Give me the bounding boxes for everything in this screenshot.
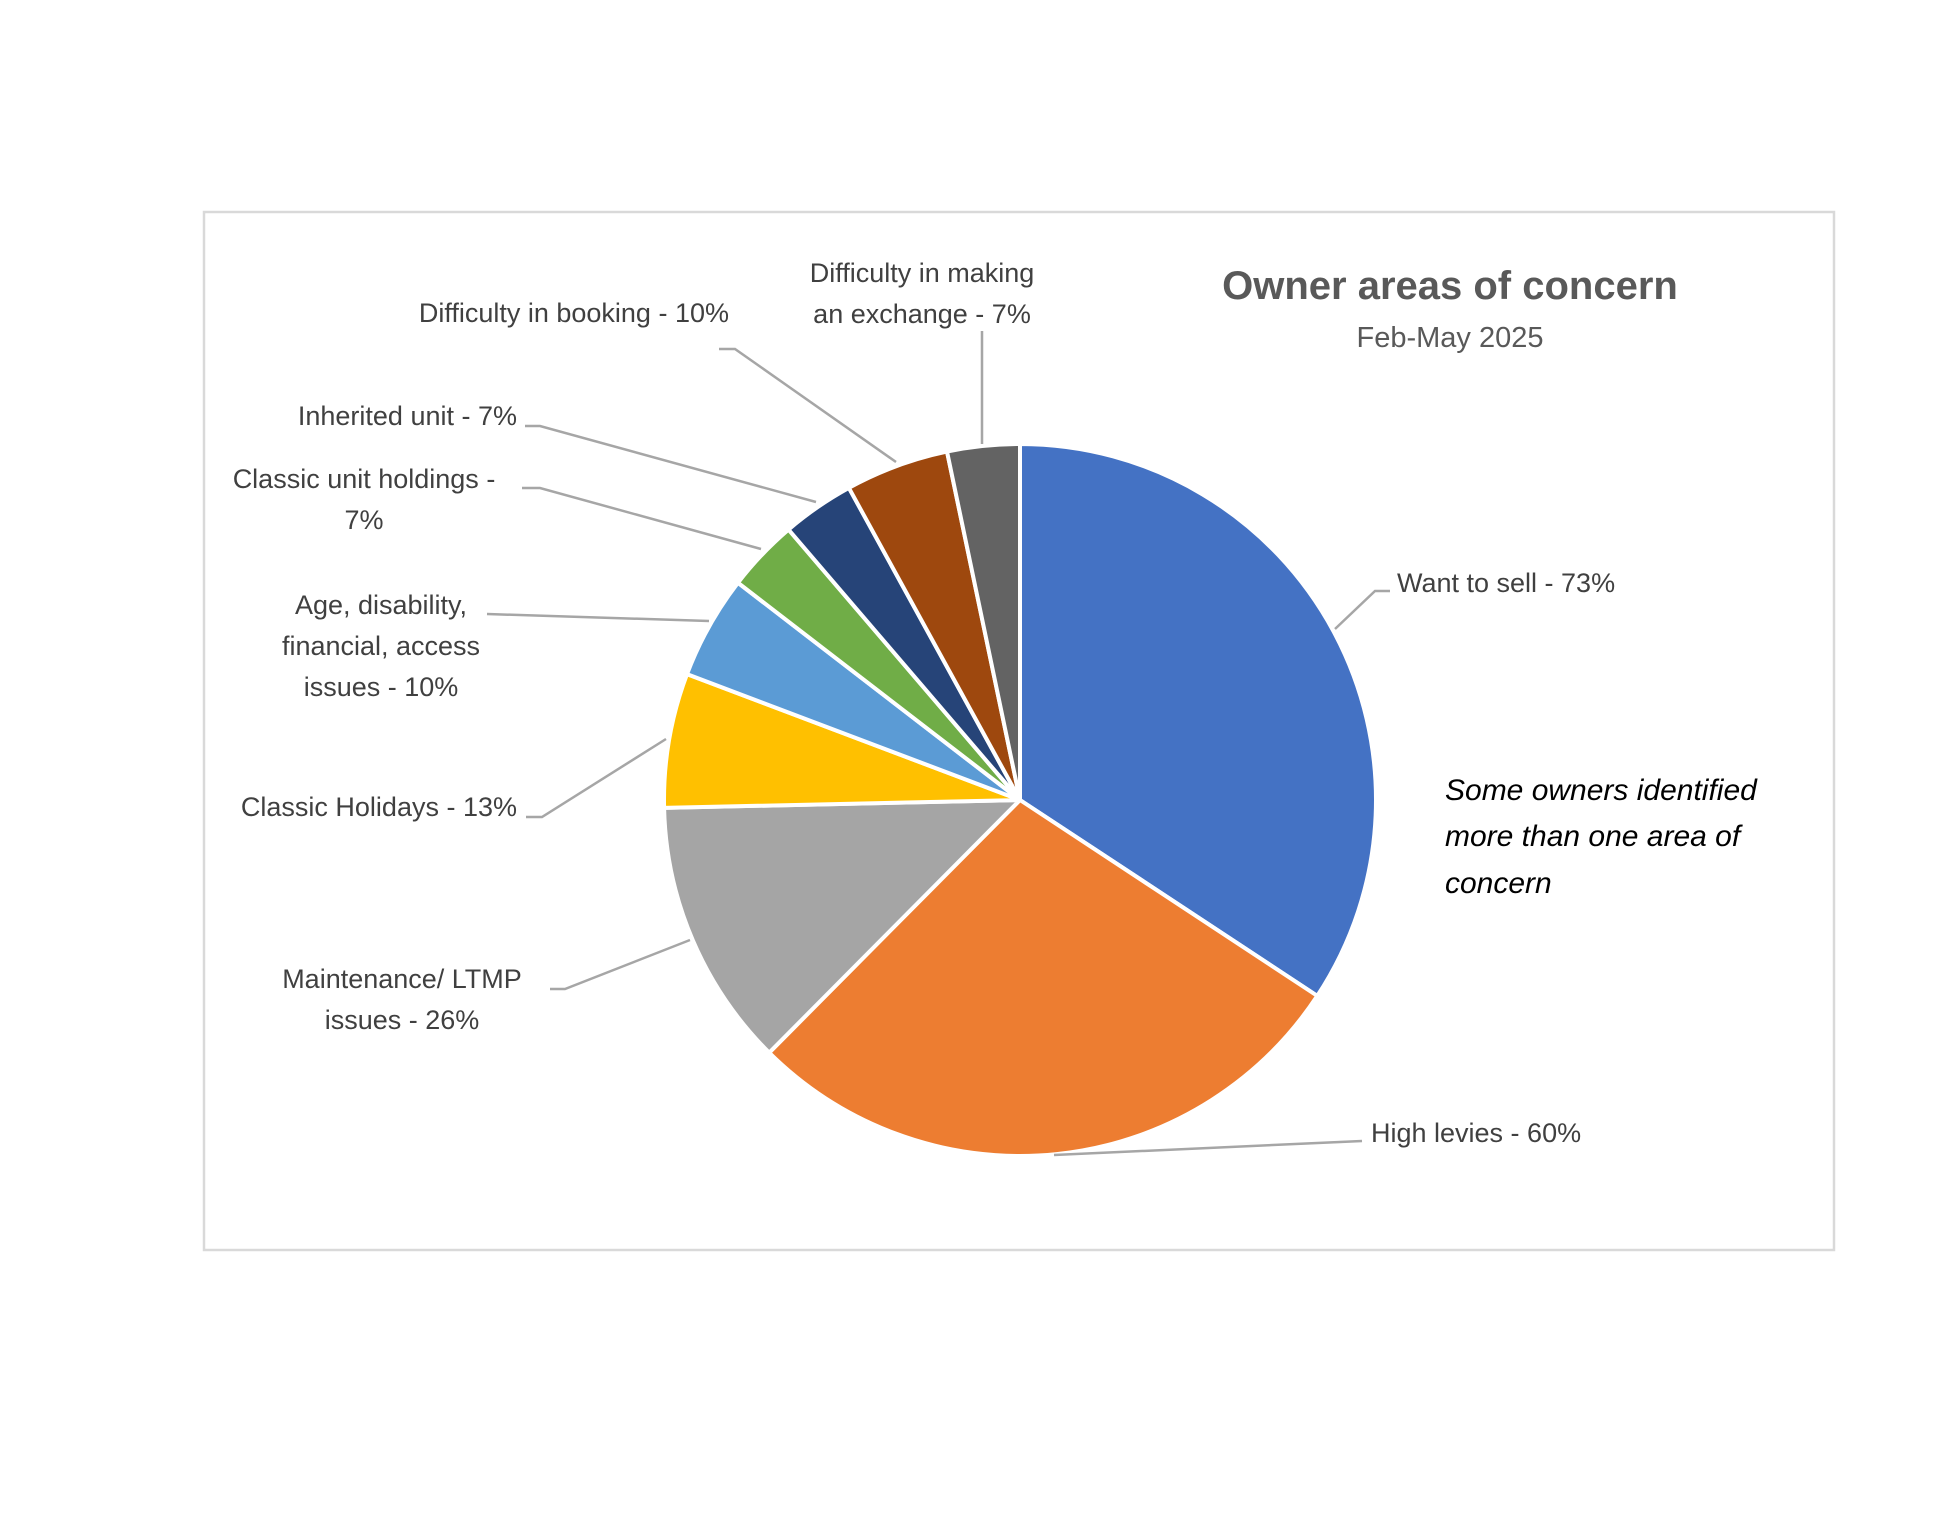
pie-slices — [662, 442, 1378, 1158]
chart-note-line-3: concern — [1445, 867, 1552, 900]
leader-line-want-to-sell — [1334, 589, 1390, 630]
data-label-high-levies: High levies - 60% — [1371, 1118, 1581, 1148]
leader-line-classic-holidays — [526, 737, 667, 819]
data-label-maintenance-line-2: issues - 26% — [325, 1005, 480, 1035]
pie-slice-classic-holidays — [662, 672, 1022, 810]
leader-line-high-levies — [1053, 1139, 1363, 1157]
leader-lines — [486, 331, 1390, 1157]
data-label-inherited-unit: Inherited unit - 7% — [298, 401, 517, 431]
leader-line-age — [486, 612, 710, 623]
data-label-classic-unit-line-2: 7% — [344, 505, 383, 535]
data-label-classic-unit-line-1: Classic unit holdings - — [233, 464, 496, 494]
data-label-want-to-sell: Want to sell - 73% — [1397, 568, 1615, 598]
pie-slice-maintenance-ltmp-issues — [662, 798, 1022, 1055]
data-label-age-line-3: issues - 10% — [304, 672, 459, 702]
pie-slice-difficulty-in-making-an-exchange — [945, 442, 1022, 802]
chart-note-line-2: more than one area of — [1445, 820, 1743, 853]
data-label-age-line-1: Age, disability, — [295, 590, 467, 620]
leader-line-booking — [719, 347, 897, 464]
chart-note-line-1: Some owners identified — [1445, 774, 1758, 807]
data-label-classic-holidays: Classic Holidays - 13% — [241, 792, 517, 822]
leader-line-maintenance — [550, 938, 691, 991]
leader-line-classic-unit — [522, 486, 762, 551]
leader-line-inherited — [525, 424, 817, 504]
data-label-exchange-line-2: an exchange - 7% — [813, 299, 1031, 329]
chart-subtitle: Feb-May 2025 — [1357, 322, 1544, 354]
data-label-age-line-2: financial, access — [282, 631, 480, 661]
chart-title: Owner areas of concern — [1222, 264, 1678, 308]
data-label-exchange-line-1: Difficulty in making — [810, 258, 1035, 288]
data-label-maintenance-line-1: Maintenance/ LTMP — [282, 964, 522, 994]
data-label-difficulty-booking: Difficulty in booking - 10% — [419, 298, 729, 328]
